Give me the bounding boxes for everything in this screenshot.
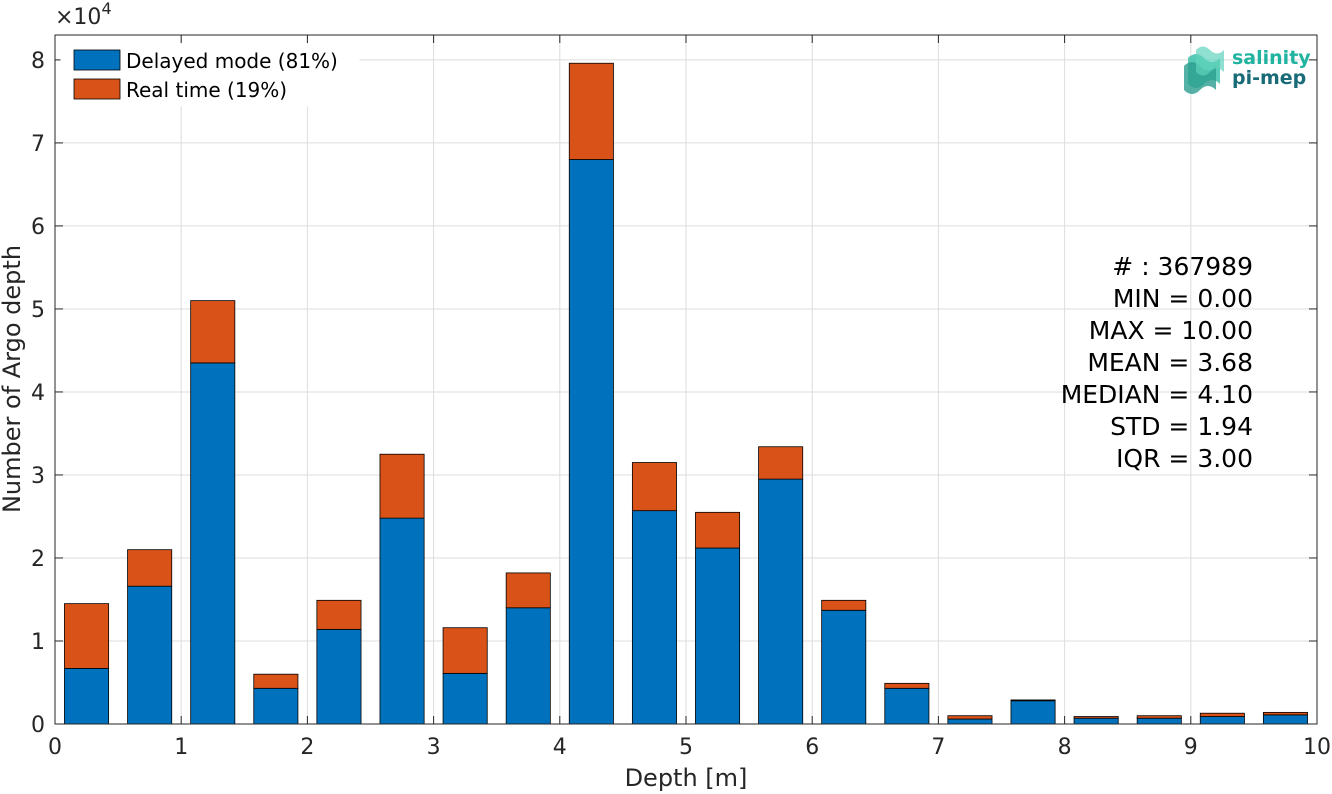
y-axis-title: Number of Argo depth [0, 245, 26, 513]
stat-max: MAX = 10.00 [1089, 316, 1253, 345]
bar-delayed-mode [253, 687, 299, 725]
bar-delayed-mode [190, 362, 236, 725]
bar-delayed-mode [379, 517, 425, 725]
bar-delayed-mode [821, 609, 867, 725]
y-exponent-label: ×104 [55, 0, 112, 30]
x-tick-label: 5 [679, 735, 693, 760]
y-tick-label: 7 [31, 132, 45, 157]
bar-delayed-mode [316, 628, 362, 725]
bar-real-time [1073, 716, 1119, 719]
x-tick-label: 7 [931, 735, 945, 760]
bar-delayed-mode [884, 687, 930, 725]
bar-real-time [1136, 715, 1182, 719]
y-tick-label: 8 [31, 49, 45, 74]
bar-delayed-mode [505, 607, 551, 725]
bar-real-time [379, 453, 425, 519]
bar-real-time [505, 572, 551, 609]
y-tick-label: 3 [31, 464, 45, 489]
y-tick-label: 5 [31, 298, 45, 323]
legend-label-delayed: Delayed mode (81%) [126, 49, 338, 73]
wave-icon [1184, 46, 1224, 94]
bar-real-time [190, 300, 236, 364]
x-tick-label: 1 [174, 735, 188, 760]
y-tick-label: 1 [31, 630, 45, 655]
x-tick-labels: 0 1 2 3 4 5 6 7 8 9 10 [48, 735, 1331, 760]
bar-delayed-mode [64, 667, 110, 725]
x-tick-label: 4 [553, 735, 567, 760]
bar-real-time [1199, 712, 1245, 717]
stat-median: MEDIAN = 4.10 [1061, 380, 1253, 409]
x-tick-label: 3 [427, 735, 441, 760]
bar-real-time [316, 599, 362, 630]
logo-text-pimep: pi-mep [1232, 67, 1306, 89]
bar-delayed-mode [631, 510, 677, 725]
bar-real-time [821, 599, 867, 611]
legend-swatch-realtime [73, 78, 121, 100]
x-tick-label: 0 [48, 735, 62, 760]
x-tick-label: 10 [1303, 735, 1331, 760]
bar-delayed-mode [1136, 717, 1182, 725]
bar-real-time [1262, 711, 1308, 716]
bar-delayed-mode [442, 672, 488, 725]
bar-real-time [64, 603, 110, 669]
x-tick-label: 9 [1184, 735, 1198, 760]
bar-delayed-mode [695, 547, 741, 725]
x-axis-title: Depth [m] [625, 764, 748, 792]
bar-real-time [695, 511, 741, 549]
stat-count: # : 367989 [1112, 252, 1253, 281]
bar-real-time [442, 627, 488, 674]
bar-real-time [631, 462, 677, 512]
bar-delayed-mode [127, 585, 173, 725]
bar-real-time [127, 549, 173, 587]
bar-delayed-mode [1262, 714, 1308, 725]
bar-real-time [758, 446, 804, 480]
legend: Delayed mode (81%) Real time (19%) [60, 43, 360, 107]
bar-real-time [1010, 699, 1056, 702]
y-tick-labels: 0 1 2 3 4 5 6 7 8 [31, 49, 45, 738]
logo-text-salinity: salinity [1232, 47, 1311, 69]
x-tick-label: 6 [805, 735, 819, 760]
y-tick-label: 6 [31, 215, 45, 240]
y-tick-label: 4 [31, 381, 45, 406]
stats-annotation: # : 367989 MIN = 0.00 MAX = 10.00 MEAN =… [1061, 252, 1253, 473]
legend-swatch-delayed [73, 49, 121, 71]
salinity-pimep-logo: salinity pi-mep [1184, 46, 1311, 94]
bar-delayed-mode [568, 159, 614, 725]
stat-mean: MEAN = 3.68 [1087, 348, 1253, 377]
bar-real-time [947, 715, 993, 720]
bars [64, 62, 1308, 725]
bar-real-time [253, 673, 299, 689]
stat-std: STD = 1.94 [1110, 412, 1253, 441]
tick-marks [54, 35, 1318, 725]
bar-delayed-mode [1199, 716, 1245, 725]
bar-delayed-mode [1010, 700, 1056, 725]
bar-real-time [884, 682, 930, 689]
legend-label-realtime: Real time (19%) [126, 78, 287, 102]
bar-real-time [568, 62, 614, 160]
y-tick-label: 0 [31, 713, 45, 738]
bar-delayed-mode [947, 718, 993, 725]
bar-delayed-mode [758, 478, 804, 725]
x-tick-label: 8 [1058, 735, 1072, 760]
y-tick-label: 2 [31, 547, 45, 572]
stat-iqr: IQR = 3.00 [1116, 444, 1253, 473]
bar-delayed-mode [1073, 717, 1119, 725]
x-tick-label: 2 [300, 735, 314, 760]
stat-min: MIN = 0.00 [1113, 284, 1253, 313]
